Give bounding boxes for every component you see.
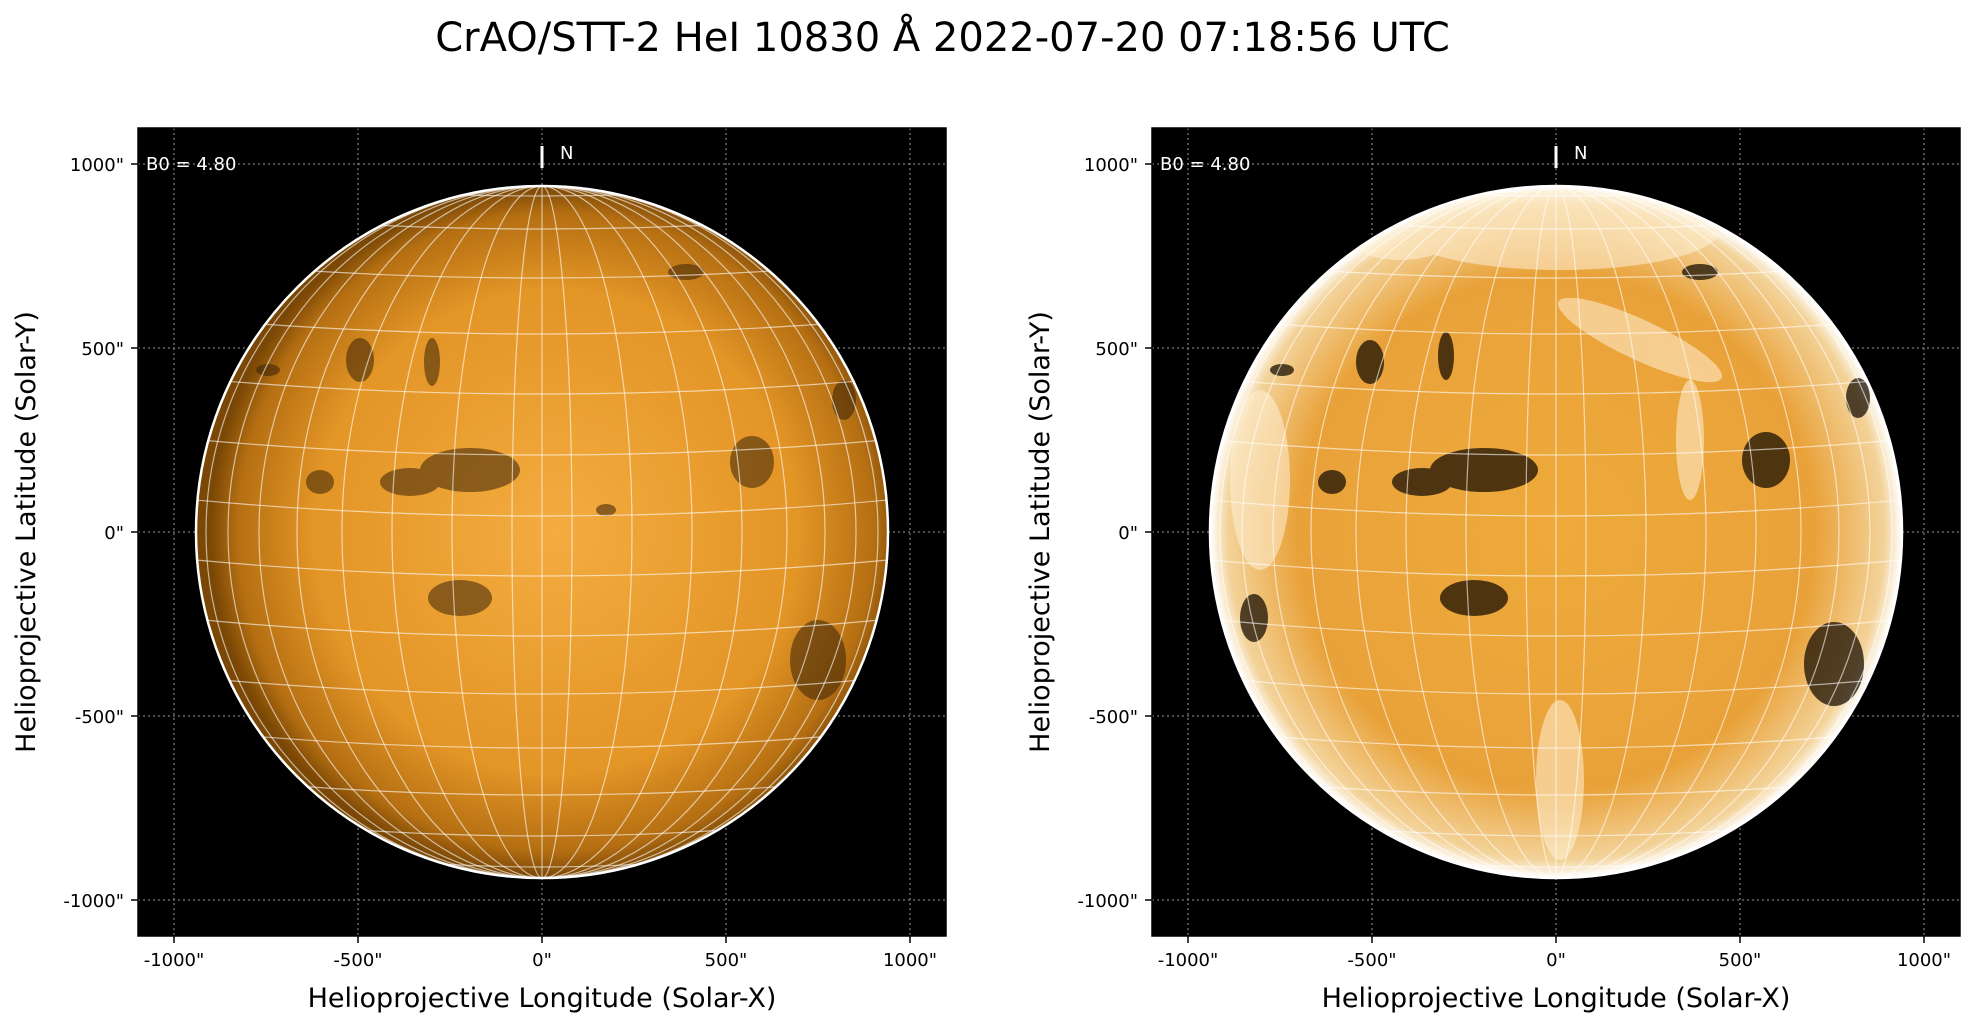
dark-filaments bbox=[1240, 264, 1870, 706]
y-tick-label: 1000" bbox=[70, 155, 124, 176]
x-tick-label: -500" bbox=[333, 950, 382, 971]
y-axis-label: Helioprojective Latitude (Solar-Y) bbox=[1025, 311, 1056, 753]
x-tick-label: -1000" bbox=[144, 950, 205, 971]
x-tick-label: 500" bbox=[1719, 950, 1762, 971]
y-tick-label: -500" bbox=[1089, 707, 1138, 728]
plot-area bbox=[1152, 128, 1960, 936]
x-tick-label: 1000" bbox=[883, 950, 937, 971]
bright-regions bbox=[1230, 190, 1723, 860]
y-tick-label: 500" bbox=[81, 339, 124, 360]
y-tick-label: -1000" bbox=[1077, 891, 1138, 912]
y-tick-label: 500" bbox=[1095, 339, 1138, 360]
axis-grid bbox=[138, 128, 946, 936]
y-tick-label: -500" bbox=[75, 707, 124, 728]
x-tick-label: 1000" bbox=[1897, 950, 1951, 971]
solar-limb bbox=[194, 184, 890, 880]
y-tick-label: 1000" bbox=[1084, 155, 1138, 176]
north-label: N bbox=[560, 143, 573, 164]
y-tick-label: 0" bbox=[104, 523, 124, 544]
y-tick-label: -1000" bbox=[63, 891, 124, 912]
x-tick-label: -500" bbox=[1347, 950, 1396, 971]
solar-limb bbox=[1208, 184, 1904, 880]
y-axis-label: Helioprojective Latitude (Solar-Y) bbox=[11, 311, 42, 753]
dark-filaments bbox=[256, 264, 856, 700]
x-axis-label: Helioprojective Longitude (Solar-X) bbox=[308, 983, 777, 1014]
axes-frame bbox=[1151, 127, 1961, 937]
b0-label: B0 = 4.80 bbox=[146, 154, 236, 175]
north-label: N bbox=[1574, 143, 1587, 164]
heliographic-grid bbox=[1210, 186, 1902, 878]
solar-disk bbox=[1210, 186, 1902, 878]
x-tick-label: 500" bbox=[705, 950, 748, 971]
y-tick-label: 0" bbox=[1118, 523, 1138, 544]
plot-area bbox=[138, 128, 946, 936]
heliographic-grid bbox=[196, 186, 888, 878]
solar-disk bbox=[196, 186, 888, 878]
x-tick-label: -1000" bbox=[1158, 950, 1219, 971]
axis-grid bbox=[1152, 128, 1960, 936]
x-tick-label: 0" bbox=[532, 950, 552, 971]
figure-title: CrAO/STT-2 HeI 10830 Å 2022-07-20 07:18:… bbox=[435, 15, 1450, 61]
x-tick-label: 0" bbox=[1546, 950, 1566, 971]
axes-frame bbox=[137, 127, 947, 937]
x-axis-label: Helioprojective Longitude (Solar-X) bbox=[1322, 983, 1791, 1014]
b0-label: B0 = 4.80 bbox=[1160, 154, 1250, 175]
